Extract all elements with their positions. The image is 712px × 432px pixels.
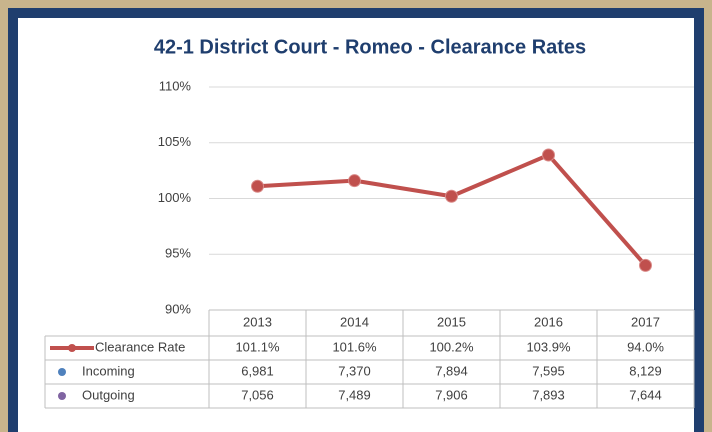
x-tick-label: 2016: [534, 314, 563, 329]
chart-title: 42-1 District Court - Romeo - Clearance …: [154, 36, 586, 58]
table-value: 7,056: [241, 387, 274, 402]
table-value: 94.0%: [627, 339, 664, 354]
legend-marker: [58, 392, 66, 400]
marker: [542, 148, 555, 162]
y-tick-label: 105%: [158, 134, 192, 149]
table-value: 7,906: [435, 387, 468, 402]
table-value: 100.2%: [429, 339, 474, 354]
table-value: 101.1%: [235, 339, 280, 354]
table-value: 7,644: [629, 387, 662, 402]
legend-label: Incoming: [82, 363, 135, 378]
x-tick-label: 2015: [437, 314, 466, 329]
marker: [348, 174, 361, 188]
legend-marker: [68, 344, 76, 352]
y-tick-label: 95%: [165, 246, 191, 261]
marker: [251, 179, 264, 193]
y-tick-label: 90%: [165, 301, 191, 316]
x-tick-label: 2014: [340, 314, 369, 329]
table-value: 7,489: [338, 387, 371, 402]
table-value: 7,893: [532, 387, 565, 402]
y-tick-label: 110%: [159, 78, 192, 93]
table-value: 101.6%: [332, 339, 377, 354]
legend-marker: [58, 368, 66, 376]
legend-label: Outgoing: [82, 387, 135, 402]
table-value: 7,370: [338, 363, 371, 378]
legend-label: Clearance Rate: [95, 339, 185, 354]
table-value: 7,894: [435, 363, 468, 378]
marker: [639, 258, 652, 272]
x-tick-label: 2013: [243, 314, 272, 329]
table-value: 103.9%: [526, 339, 571, 354]
marker: [445, 189, 458, 203]
table-value: 6,981: [241, 363, 274, 378]
x-tick-label: 2017: [631, 314, 660, 329]
table-value: 8,129: [629, 363, 662, 378]
y-tick-label: 100%: [158, 190, 192, 205]
table-value: 7,595: [532, 363, 565, 378]
